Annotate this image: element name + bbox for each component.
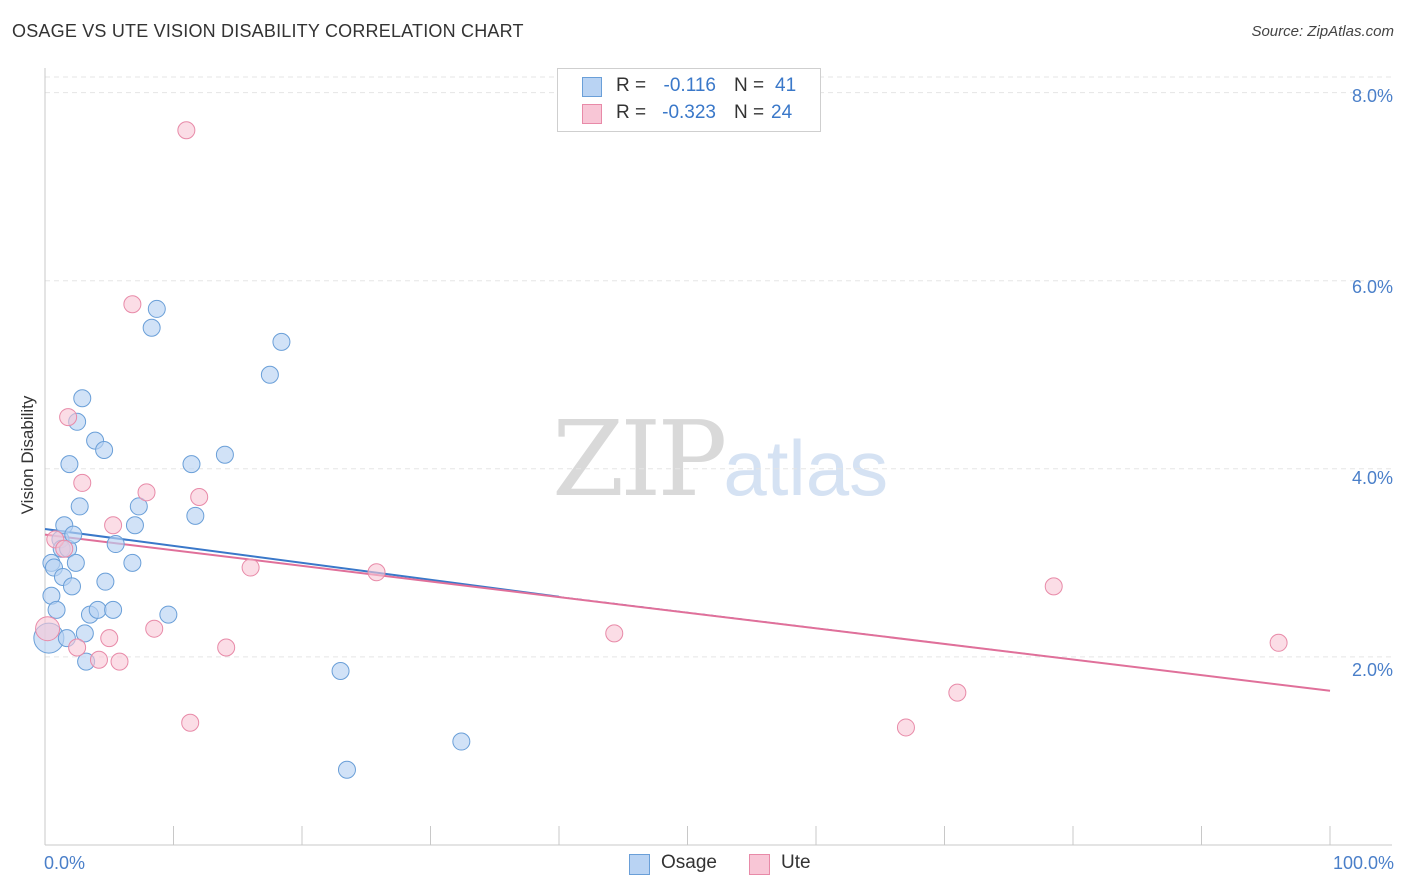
ute-point [181, 713, 200, 732]
ute-points [35, 121, 1288, 737]
ute-point [89, 650, 108, 669]
osage-point [129, 497, 148, 516]
ute-point [68, 638, 87, 657]
ute-point [145, 619, 164, 638]
ute-point [100, 629, 119, 648]
osage-point [62, 577, 81, 596]
ute-point [190, 488, 209, 507]
osage-point [452, 732, 471, 751]
ute-point [948, 683, 967, 702]
axes [44, 68, 1392, 846]
osage-point [73, 389, 92, 408]
osage-point [186, 506, 205, 525]
x-tick-label: 0.0% [44, 853, 86, 873]
osage-trend-line [44, 528, 560, 598]
osage-point [66, 553, 85, 572]
watermark-atlas: atlas [723, 424, 889, 512]
x-tick-label: 100.0% [1332, 853, 1394, 873]
ute-r-value: -0.323 [662, 102, 716, 123]
ute-point [241, 558, 260, 577]
osage-point [159, 605, 178, 624]
ute-point [123, 295, 142, 314]
osage-point [106, 535, 125, 554]
ute-n-value: 24 [771, 102, 793, 123]
osage-legend-swatch [629, 854, 650, 875]
osage-point [70, 497, 89, 516]
ute-trend-line [44, 533, 1331, 692]
osage-point [142, 318, 161, 337]
osage-point [88, 600, 107, 619]
osage-point [260, 365, 279, 384]
y-tick-label: 6.0% [1351, 277, 1393, 297]
ute-point [605, 624, 624, 643]
osage-point [337, 760, 356, 779]
ute-point [110, 652, 129, 671]
osage-point [331, 662, 350, 681]
osage-point [147, 299, 166, 318]
r-label: R = [616, 102, 647, 123]
osage-swatch [582, 77, 602, 97]
ute-point [1269, 633, 1288, 652]
ute-point [1044, 577, 1063, 596]
source-label: Source: ZipAtlas.com [1251, 23, 1394, 40]
osage-points [33, 299, 471, 779]
y-tick-label: 8.0% [1351, 86, 1393, 106]
y-tick-label: 4.0% [1351, 468, 1393, 488]
r-label: R = [616, 75, 647, 96]
watermark-zip: ZIP [552, 398, 727, 520]
y-tick-label: 2.0% [1351, 660, 1393, 680]
ute-point [177, 121, 196, 140]
ute-point [367, 563, 386, 582]
ute-legend-swatch [749, 854, 770, 875]
osage-point [215, 445, 234, 464]
correlation-legend: R = -0.116 N = 41 R = -0.323 N = 24 [557, 68, 821, 132]
ute-point [59, 408, 78, 427]
osage-point [64, 525, 83, 544]
osage-point [125, 516, 144, 535]
osage-point [104, 600, 123, 619]
ute-legend-label: Ute [781, 852, 811, 873]
osage-point [96, 572, 115, 591]
osage-point [272, 332, 291, 351]
n-label: N = [734, 75, 765, 96]
osage-point [47, 600, 66, 619]
osage-r-value: -0.116 [663, 75, 716, 96]
ute-swatch [582, 104, 602, 124]
osage-point [75, 624, 94, 643]
osage-legend-label: Osage [661, 852, 717, 873]
trend-lines [44, 528, 1331, 692]
ute-point [137, 483, 156, 502]
osage-point [182, 455, 201, 474]
ute-point [55, 539, 74, 558]
ute-point [896, 718, 915, 737]
y-axis-label: Vision Disability [18, 395, 37, 515]
n-label: N = [734, 102, 765, 123]
zipatlas-watermark: ZIPatlas [552, 398, 888, 520]
osage-point [123, 553, 142, 572]
osage-n-value: 41 [775, 75, 797, 96]
osage-point [60, 455, 79, 474]
ute-point [104, 516, 123, 535]
chart-title: OSAGE VS UTE VISION DISABILITY CORRELATI… [12, 21, 524, 41]
osage-point [95, 441, 114, 459]
ute-point [73, 473, 92, 492]
ute-point [217, 638, 236, 657]
ute-point [35, 616, 61, 642]
